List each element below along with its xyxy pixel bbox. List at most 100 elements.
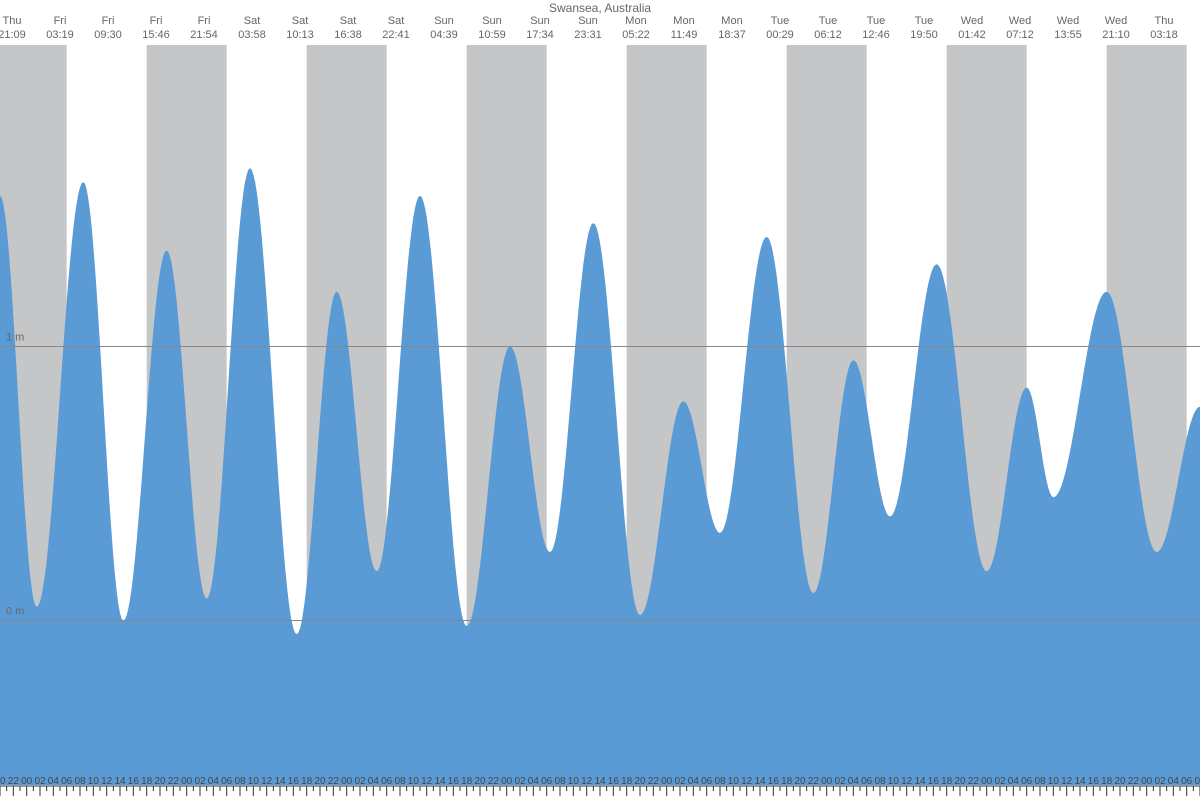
hour-label: 10	[248, 776, 260, 787]
hour-label: 06	[221, 776, 233, 787]
hour-label: 04	[528, 776, 540, 787]
hour-label: 02	[194, 776, 206, 787]
hour-label: 06	[381, 776, 393, 787]
hour-label: 16	[768, 776, 780, 787]
hour-label: 16	[128, 776, 140, 787]
hour-label: 12	[1061, 776, 1073, 787]
hour-label: 02	[994, 776, 1006, 787]
hour-label: 14	[754, 776, 766, 787]
hour-label: 10	[888, 776, 900, 787]
hour-label: 14	[594, 776, 606, 787]
hour-label: 22	[488, 776, 500, 787]
header-day: Tue	[819, 15, 838, 27]
hour-label: 12	[741, 776, 753, 787]
hour-label: 20	[634, 776, 646, 787]
hour-label: 22	[648, 776, 660, 787]
header-time: 22:41	[382, 29, 410, 41]
hour-label: 18	[1101, 776, 1113, 787]
header-time: 04:39	[430, 29, 458, 41]
hour-label: 02	[354, 776, 366, 787]
hour-label: 00	[821, 776, 833, 787]
hour-label: 02	[1154, 776, 1166, 787]
tide-chart: 0 m1 mSwansea, AustraliaThu21:09Fri03:19…	[0, 0, 1200, 800]
hour-label: 12	[581, 776, 593, 787]
header-day: Tue	[771, 15, 790, 27]
header-time: 03:19	[46, 29, 74, 41]
hour-label: 04	[368, 776, 380, 787]
header-day: Sun	[434, 15, 454, 27]
hour-label: 16	[448, 776, 460, 787]
header-day: Tue	[915, 15, 934, 27]
header-day: Fri	[54, 15, 67, 27]
hour-label: 08	[1194, 776, 1200, 787]
hour-label: 20	[954, 776, 966, 787]
hour-label: 12	[101, 776, 113, 787]
hour-label: 16	[928, 776, 940, 787]
hour-label: 16	[608, 776, 620, 787]
header-day: Wed	[961, 15, 983, 27]
hour-label: 08	[554, 776, 566, 787]
hour-label: 20	[794, 776, 806, 787]
header-day: Sun	[578, 15, 598, 27]
header-time: 05:22	[622, 29, 650, 41]
hour-label: 06	[1021, 776, 1033, 787]
hour-label: 00	[341, 776, 353, 787]
hour-label: 22	[8, 776, 20, 787]
header-day: Wed	[1057, 15, 1079, 27]
hour-label: 18	[781, 776, 793, 787]
header-time: 17:34	[526, 29, 554, 41]
header-day: Thu	[3, 15, 22, 27]
header-time: 16:38	[334, 29, 362, 41]
header-time: 00:29	[766, 29, 794, 41]
hour-label: 04	[208, 776, 220, 787]
header-time: 06:12	[814, 29, 842, 41]
hour-label: 08	[874, 776, 886, 787]
hour-label: 00	[661, 776, 673, 787]
hour-label: 06	[861, 776, 873, 787]
hour-label: 10	[408, 776, 420, 787]
hour-label: 04	[1008, 776, 1020, 787]
hour-label: 06	[1181, 776, 1193, 787]
hour-label: 08	[74, 776, 86, 787]
header-day: Sat	[244, 15, 261, 27]
hour-label: 00	[1141, 776, 1153, 787]
hour-label: 16	[288, 776, 300, 787]
hour-label: 14	[1074, 776, 1086, 787]
hour-label: 18	[141, 776, 153, 787]
y-axis-label: 0 m	[6, 606, 24, 618]
header-time: 21:54	[190, 29, 218, 41]
header-time: 12:46	[862, 29, 890, 41]
hour-label: 18	[941, 776, 953, 787]
hour-label: 22	[168, 776, 180, 787]
hour-label: 02	[514, 776, 526, 787]
hour-label: 12	[421, 776, 433, 787]
header-day: Sun	[530, 15, 550, 27]
header-day: Fri	[102, 15, 115, 27]
header-time: 03:58	[238, 29, 266, 41]
hour-label: 20	[314, 776, 326, 787]
header-day: Wed	[1105, 15, 1127, 27]
header-time: 21:09	[0, 29, 26, 41]
y-axis-label: 1 m	[6, 331, 24, 343]
header-time: 21:10	[1102, 29, 1130, 41]
hour-label: 18	[301, 776, 313, 787]
hour-label: 04	[848, 776, 860, 787]
header-day: Sat	[292, 15, 309, 27]
header-time: 10:13	[286, 29, 314, 41]
header-time: 19:50	[910, 29, 938, 41]
hour-label: 20	[1114, 776, 1126, 787]
header-time: 18:37	[718, 29, 746, 41]
hour-label: 04	[48, 776, 60, 787]
header-time: 09:30	[94, 29, 122, 41]
hour-label: 22	[968, 776, 980, 787]
header-time: 01:42	[958, 29, 986, 41]
header-day: Mon	[721, 15, 742, 27]
header-day: Sun	[482, 15, 502, 27]
hour-label: 20	[474, 776, 486, 787]
hour-label: 12	[901, 776, 913, 787]
header-day: Sat	[388, 15, 405, 27]
hour-label: 06	[61, 776, 73, 787]
hour-label: 06	[701, 776, 713, 787]
header-day: Tue	[867, 15, 886, 27]
hour-label: 06	[541, 776, 553, 787]
